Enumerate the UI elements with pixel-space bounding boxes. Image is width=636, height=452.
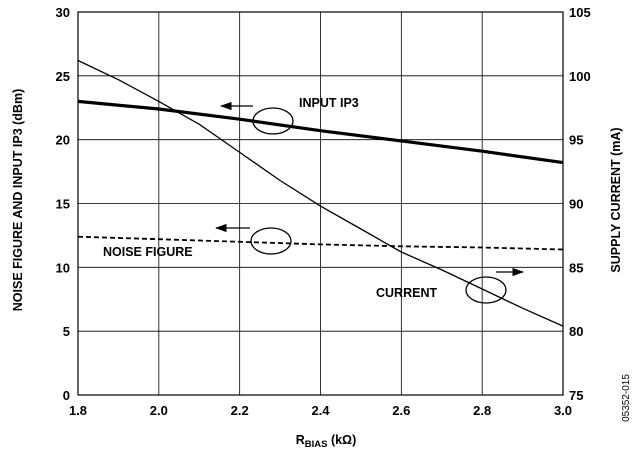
plot-frame <box>77 11 564 396</box>
x-tick-label: 2.4 <box>311 403 330 418</box>
x-tick-label: 3.0 <box>554 403 572 418</box>
x-tick-label: 1.8 <box>69 403 87 418</box>
x-tick-label: 2.6 <box>392 403 410 418</box>
annotation-ellipse-current <box>465 276 507 304</box>
y-tick-label-left: 5 <box>63 324 70 339</box>
annotation-group: INPUT IP3 NOISE FIGURE CURRENT <box>103 96 525 304</box>
grid-lines <box>78 12 563 395</box>
y-axis-left-label: NOISE FIGURE AND INPUT IP3 (dBm) <box>11 89 25 311</box>
y-tick-label-left: 0 <box>63 388 70 403</box>
annotation-ellipse-noise-figure <box>250 227 292 255</box>
y-tick-label-left: 20 <box>56 133 70 148</box>
x-tick-label: 2.2 <box>231 403 249 418</box>
y-tick-label-left: 30 <box>56 5 70 20</box>
series-line-current <box>77 59 564 327</box>
x-axis-label-sub: BIAS <box>305 439 328 450</box>
tick-labels: 1.8 2.0 2.2 2.4 2.6 2.8 3.0 0 5 10 15 20 25 30 75 80 85 9… <box>56 5 591 418</box>
y-axis-right-label: SUPPLY CURRENT (mA) <box>609 127 623 272</box>
y-tick-label-left: 15 <box>56 197 70 212</box>
x-axis-label-unit: (kΩ) <box>327 433 356 447</box>
y-tick-label-right: 100 <box>569 69 591 84</box>
x-tick-label: 2.8 <box>473 403 491 418</box>
y-tick-label-right: 90 <box>569 197 583 212</box>
figure-id: 05352-015 <box>621 374 632 422</box>
x-tick-label: 2.0 <box>150 403 168 418</box>
x-axis-label: RBIAS (kΩ) <box>296 433 357 450</box>
x-axis-label-main: R <box>296 433 305 447</box>
annotation-label-input-ip3: INPUT IP3 <box>299 96 359 110</box>
y-tick-label-left: 10 <box>56 260 70 275</box>
y-tick-label-right: 75 <box>569 388 583 403</box>
series-group <box>77 59 564 327</box>
annotation-ellipse-input-ip3 <box>252 107 294 135</box>
y-tick-label-right: 80 <box>569 324 583 339</box>
annotation-label-current: CURRENT <box>376 286 437 300</box>
y-tick-label-left: 25 <box>56 69 70 84</box>
series-line-noise-figure <box>77 235 564 251</box>
y-tick-label-right: 95 <box>569 133 583 148</box>
y-tick-label-right: 105 <box>569 5 591 20</box>
y-tick-label-right: 85 <box>569 260 583 275</box>
annotation-label-noise-figure: NOISE FIGURE <box>103 245 193 259</box>
series-line-input-ip3 <box>77 99 564 165</box>
